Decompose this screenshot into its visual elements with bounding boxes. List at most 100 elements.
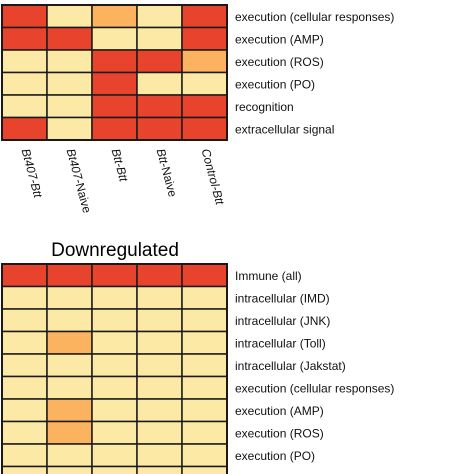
- heatmap-cell: [136, 353, 183, 378]
- heatmap-cell: [91, 116, 138, 141]
- heatmap-cell: [91, 353, 138, 378]
- heatmap-cell: [1, 263, 48, 288]
- heatmap-cell: [1, 49, 48, 74]
- heatmap-cell: [136, 94, 183, 119]
- row-label: extracellular signal: [235, 122, 334, 136]
- column-label: Btt-Naive: [154, 147, 180, 199]
- heatmap-cell: [91, 398, 138, 423]
- heatmap-cell: [136, 443, 183, 468]
- heatmap-cell: [181, 465, 228, 474]
- heatmap-cell: [1, 443, 48, 468]
- heatmap-cell: [46, 116, 93, 141]
- row-label: execution (AMP): [235, 32, 324, 46]
- row-label: intracellular (JNK): [235, 314, 330, 328]
- heatmap-cell: [91, 375, 138, 400]
- heatmap-cell: [46, 443, 93, 468]
- heatmap-cell: [181, 285, 228, 310]
- row-label: execution (PO): [235, 77, 315, 91]
- heatmap-cell: [46, 4, 93, 29]
- column-label: Bt407-Naive: [64, 147, 95, 215]
- heatmap-cell: [91, 26, 138, 51]
- heatmap-cell: [181, 420, 228, 445]
- heatmap-cell: [136, 49, 183, 74]
- upregulated-heatmap: execution (cellular responses) execution …: [1, 4, 394, 215]
- heatmap-cell: [46, 330, 93, 355]
- heatmap-cell: [1, 353, 48, 378]
- heatmap-cell: [1, 94, 48, 119]
- heatmap-cell: [91, 443, 138, 468]
- heatmap-cell: [181, 49, 228, 74]
- heatmap-cell: [91, 263, 138, 288]
- heatmap-cell: [1, 116, 48, 141]
- downregulated-title: Downregulated: [51, 240, 179, 261]
- row-label: execution (PO): [235, 449, 315, 463]
- heatmap-cell: [46, 26, 93, 51]
- heatmap-cell: [1, 375, 48, 400]
- heatmap-cell: [46, 94, 93, 119]
- heatmap-cell: [46, 49, 93, 74]
- heatmap-cell: [1, 465, 48, 474]
- row-label: Immune (all): [235, 269, 302, 283]
- heatmap-cell: [181, 4, 228, 29]
- row-label: execution (ROS): [235, 426, 324, 440]
- heatmap-cell: [46, 308, 93, 333]
- heatmap-cell: [1, 26, 48, 51]
- column-label: Btt-Btt: [109, 147, 131, 183]
- heatmap-cell: [91, 330, 138, 355]
- heatmap-cell: [1, 420, 48, 445]
- heatmap-cell: [136, 375, 183, 400]
- heatmap-cell: [136, 26, 183, 51]
- heatmap-cell: [1, 71, 48, 96]
- row-label: intracellular (IMD): [235, 291, 330, 305]
- column-label: Bt407-Btt: [19, 147, 46, 200]
- heatmap-cell: [136, 285, 183, 310]
- heatmap-cell: [136, 4, 183, 29]
- heatmap-cell: [136, 308, 183, 333]
- row-label: intracellular (Toll): [235, 336, 326, 350]
- heatmap-cell: [46, 420, 93, 445]
- row-label: recognition: [235, 471, 294, 474]
- heatmap-frame: [1, 263, 228, 474]
- heatmap-cell: [1, 398, 48, 423]
- heatmap-cell: [181, 443, 228, 468]
- heatmap-cell: [91, 71, 138, 96]
- heatmap-cell: [91, 285, 138, 310]
- heatmap-cell: [1, 4, 48, 29]
- heatmap-cell: [136, 263, 183, 288]
- heatmap-cell: [181, 263, 228, 288]
- heatmap-cell: [46, 285, 93, 310]
- heatmap-cell: [91, 4, 138, 29]
- heatmap-cell: [136, 330, 183, 355]
- heatmap-cell: [181, 71, 228, 96]
- heatmap-cell: [91, 308, 138, 333]
- heatmap-cell: [181, 308, 228, 333]
- heatmap-cell: [46, 398, 93, 423]
- heatmap-cell: [136, 398, 183, 423]
- heatmap-cell: [1, 308, 48, 333]
- heatmap-frame: [1, 4, 228, 141]
- heatmap-cell: [46, 71, 93, 96]
- heatmap-cell: [181, 330, 228, 355]
- heatmap-cell: [181, 116, 228, 141]
- heatmap-cell: [181, 94, 228, 119]
- heatmap-cell: [46, 263, 93, 288]
- heatmap-cell: [1, 330, 48, 355]
- row-label: execution (AMP): [235, 404, 324, 418]
- row-label: execution (cellular responses): [235, 381, 394, 395]
- heatmap-cell: [91, 465, 138, 474]
- row-label: intracellular (Jakstat): [235, 359, 346, 373]
- heatmap-cell: [91, 420, 138, 445]
- heatmap-cell: [136, 116, 183, 141]
- heatmap-cell: [91, 49, 138, 74]
- downregulated-heatmap: Immune (all) intracellular (IMD) intracell…: [1, 263, 394, 474]
- heatmap-cell: [136, 465, 183, 474]
- heatmap-cell: [136, 420, 183, 445]
- heatmap-cell: [181, 375, 228, 400]
- heatmap-cell: [46, 353, 93, 378]
- heatmap-cell: [181, 353, 228, 378]
- row-label: execution (ROS): [235, 55, 324, 69]
- heatmap-cell: [46, 465, 93, 474]
- heatmap-cell: [181, 398, 228, 423]
- heatmap-cell: [91, 94, 138, 119]
